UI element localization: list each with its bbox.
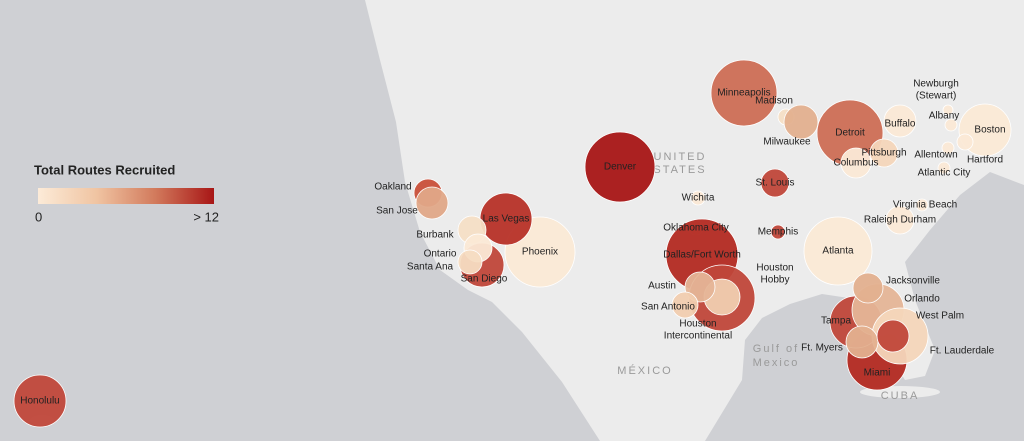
city-label: Atlanta bbox=[822, 246, 854, 257]
map-label: MÉXICO bbox=[617, 364, 672, 377]
map-label: Gulf of bbox=[753, 343, 799, 355]
city-label: Las Vegas bbox=[483, 214, 530, 225]
city-label: Intercontinental bbox=[664, 331, 732, 342]
city-label: San Antonio bbox=[641, 302, 695, 313]
city-label: Dallas/Fort Worth bbox=[663, 250, 741, 261]
city-label: Albany bbox=[929, 111, 960, 122]
city-label: Wichita bbox=[682, 193, 715, 204]
city-bubble bbox=[944, 118, 958, 132]
city-label: Madison bbox=[755, 96, 793, 107]
city-label: Hobby bbox=[761, 275, 790, 286]
city-label: Houston bbox=[679, 319, 716, 330]
city-bubble bbox=[915, 198, 929, 212]
city-label: Oklahoma City bbox=[663, 223, 729, 234]
city-bubble bbox=[852, 272, 884, 304]
map-label: Mexico bbox=[753, 357, 800, 369]
city-bubble bbox=[845, 325, 879, 359]
city-label: Hartford bbox=[967, 155, 1003, 166]
legend-min: 0 bbox=[35, 209, 42, 224]
city-bubble bbox=[760, 168, 790, 198]
city-label: Houston bbox=[756, 263, 793, 274]
city-label: Newburgh bbox=[913, 79, 959, 90]
city-label: West Palm bbox=[916, 311, 964, 322]
city-bubble bbox=[690, 190, 706, 206]
city-label: Raleigh Durham bbox=[864, 215, 936, 226]
city-label: Boston bbox=[974, 125, 1005, 136]
legend-title: Total Routes Recruited bbox=[34, 162, 175, 177]
city-bubble bbox=[937, 161, 951, 175]
map-label: CUBA bbox=[881, 390, 920, 402]
city-label: Tampa bbox=[821, 316, 851, 327]
city-label: Honolulu bbox=[20, 396, 59, 407]
city-label: St. Louis bbox=[756, 178, 795, 189]
city-label: Ontario bbox=[424, 249, 457, 260]
city-label: Milwaukee bbox=[763, 137, 811, 148]
map-label: STATES bbox=[653, 164, 706, 176]
city-bubble bbox=[415, 186, 449, 220]
city-label: Phoenix bbox=[522, 247, 558, 258]
city-label: Denver bbox=[604, 162, 637, 173]
city-label: Columbus bbox=[833, 158, 878, 169]
city-bubble bbox=[941, 141, 955, 155]
city-bubble bbox=[883, 104, 917, 138]
city-bubble bbox=[869, 138, 899, 168]
city-label: Ft. Lauderdale bbox=[930, 346, 995, 357]
city-bubble bbox=[584, 131, 656, 203]
map-label: UNITED bbox=[654, 151, 707, 163]
city-label: (Stewart) bbox=[916, 91, 957, 102]
legend-max: > 12 bbox=[193, 209, 219, 224]
city-label: San Diego bbox=[461, 274, 508, 285]
city-label: Buffalo bbox=[885, 119, 916, 130]
city-bubble bbox=[840, 147, 872, 179]
city-label: Oakland bbox=[374, 182, 411, 193]
city-label: Jacksonville bbox=[886, 276, 940, 287]
city-bubble bbox=[783, 104, 819, 140]
city-label: Memphis bbox=[758, 227, 799, 238]
city-label: Minneapolis bbox=[717, 88, 770, 99]
city-bubble bbox=[876, 319, 910, 353]
city-bubble bbox=[803, 216, 873, 286]
city-bubble bbox=[942, 104, 954, 116]
city-label: San Jose bbox=[376, 206, 418, 217]
city-label: Atlantic City bbox=[918, 168, 971, 179]
city-label: Austin bbox=[648, 281, 676, 292]
city-label: Ft. Myers bbox=[801, 343, 843, 354]
city-label: Orlando bbox=[904, 294, 940, 305]
city-label: Virginia Beach bbox=[893, 200, 957, 211]
city-label: Detroit bbox=[835, 128, 865, 139]
city-label: Miami bbox=[864, 368, 891, 379]
city-label: Pittsburgh bbox=[861, 148, 906, 159]
city-bubble bbox=[13, 374, 67, 428]
city-bubble bbox=[671, 291, 699, 319]
city-label: Allentown bbox=[914, 150, 957, 161]
city-bubble bbox=[885, 205, 915, 235]
city-label: Santa Ana bbox=[407, 262, 454, 273]
city-bubble bbox=[956, 133, 974, 151]
city-bubble bbox=[770, 224, 786, 240]
city-label: Burbank bbox=[416, 230, 454, 241]
legend-bar bbox=[38, 188, 214, 204]
city-bubble bbox=[457, 249, 483, 275]
city-bubble bbox=[710, 59, 778, 127]
